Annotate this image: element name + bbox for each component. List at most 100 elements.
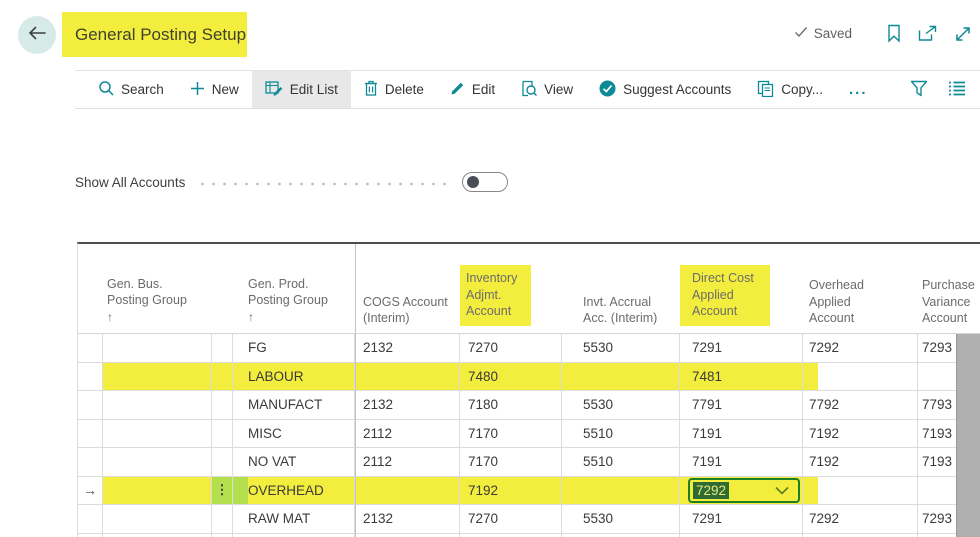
cell-inv-adj[interactable]: 7192 <box>460 477 562 505</box>
cell-inv-adj[interactable]: 7270 <box>460 334 562 362</box>
column-header-purchase-variance-account[interactable]: Purchase Variance Account <box>918 244 980 333</box>
view-button[interactable]: View <box>508 71 586 108</box>
row-options-cell[interactable] <box>212 363 233 391</box>
cell-direct[interactable]: 7481 <box>680 363 803 391</box>
cell-accrual <box>562 534 680 537</box>
cell-overhead[interactable]: 7192 <box>803 420 918 448</box>
back-button[interactable] <box>18 16 56 54</box>
cell-inv-adj[interactable]: 7180 <box>460 391 562 419</box>
open-in-window-icon[interactable] <box>918 25 938 42</box>
cell-accrual[interactable] <box>562 477 680 505</box>
cell-gen-bus[interactable] <box>103 420 212 448</box>
cell-overhead[interactable] <box>803 363 918 391</box>
cell-gen-prod[interactable]: RAW MAT <box>233 505 355 533</box>
cell-gen-prod[interactable]: NO VAT <box>233 448 355 476</box>
selected-row-arrow: → <box>78 477 103 505</box>
chevron-down-icon[interactable] <box>775 486 789 495</box>
cell-cogs[interactable]: 2112 <box>355 420 460 448</box>
row-options-cell[interactable] <box>212 505 233 533</box>
expand-resize-icon[interactable] <box>954 25 972 43</box>
cell-gen-prod[interactable]: MISC <box>233 420 355 448</box>
cell-accrual[interactable]: 5510 <box>562 420 680 448</box>
cell-gen-bus[interactable] <box>103 505 212 533</box>
cell-gen-bus[interactable] <box>103 334 212 362</box>
column-header-invt-accrual-acc-interim[interactable]: Invt. Accrual Acc. (Interim) <box>562 244 680 333</box>
cell-gen-bus[interactable] <box>103 391 212 419</box>
show-all-accounts-toggle[interactable] <box>462 172 508 192</box>
column-header-gen-bus-posting-group[interactable]: Gen. Bus. Posting Group↑ <box>103 244 212 333</box>
sort-ascending-icon: ↑ <box>107 310 187 326</box>
cell-direct[interactable]: 7291 <box>680 334 803 362</box>
delete-button[interactable]: Delete <box>351 71 437 108</box>
more-actions-button[interactable]: ... <box>836 71 881 108</box>
cell-overhead[interactable]: 7192 <box>803 448 918 476</box>
cell-gen-prod[interactable]: OVERHEAD <box>233 477 355 505</box>
action-toolbar: Search New Edit List Delete Edit <box>75 70 980 109</box>
column-header-cogs-account-interim[interactable]: COGS Account (Interim) <box>355 244 460 333</box>
cell-accrual[interactable]: 5530 <box>562 505 680 533</box>
cell-accrual[interactable]: 5510 <box>562 448 680 476</box>
copy-button[interactable]: Copy... <box>744 71 836 108</box>
column-header-direct-cost-applied-account[interactable]: Direct Cost Applied Account <box>680 244 803 333</box>
bookmark-icon[interactable] <box>886 24 902 43</box>
table-header-row: Gen. Bus. Posting Group↑ Gen. Prod. Post… <box>78 244 980 334</box>
cell-gen-bus[interactable] <box>103 477 212 505</box>
row-options-button[interactable]: ⋮ <box>212 477 233 505</box>
header-highlight: Direct Cost Applied Account <box>680 265 770 326</box>
list-options-button[interactable] <box>938 71 976 108</box>
new-button[interactable]: New <box>177 71 252 108</box>
cell-gen-prod[interactable]: LABOUR <box>233 363 355 391</box>
header-utility-column <box>212 244 233 333</box>
cell-inv-adj[interactable]: 7480 <box>460 363 562 391</box>
direct-cost-account-editor[interactable]: 7292 <box>688 478 800 503</box>
cell-cogs[interactable] <box>355 477 460 505</box>
row-options-cell[interactable] <box>212 448 233 476</box>
cell-direct <box>680 534 803 537</box>
search-button[interactable]: Search <box>85 71 177 108</box>
cell-cogs[interactable]: 2112 <box>355 448 460 476</box>
edit-button[interactable]: Edit <box>437 71 508 108</box>
cell-accrual[interactable] <box>562 363 680 391</box>
cell-overhead[interactable] <box>803 477 918 505</box>
column-header-inventory-adjmt-account[interactable]: Inventory Adjmt. Account <box>460 244 562 333</box>
row-options-cell[interactable] <box>212 420 233 448</box>
row-options-cell[interactable] <box>212 391 233 419</box>
suggest-accounts-button[interactable]: Suggest Accounts <box>586 71 744 108</box>
cell-direct[interactable]: 7191 <box>680 420 803 448</box>
cell-gen-bus[interactable] <box>103 363 212 391</box>
cell-gen-prod[interactable]: MANUFACT <box>233 391 355 419</box>
filter-button[interactable] <box>900 71 938 108</box>
column-header-gen-prod-posting-group[interactable]: Gen. Prod. Posting Group↑ <box>233 244 355 333</box>
saved-label: Saved <box>814 26 852 41</box>
table-row-selected: → ⋮ OVERHEAD 7192 7292 <box>78 477 980 506</box>
cell-inv-adj[interactable]: 7170 <box>460 420 562 448</box>
cell-gen-bus[interactable] <box>103 448 212 476</box>
cell-overhead[interactable]: 7792 <box>803 391 918 419</box>
cell-inv-adj[interactable]: 7170 <box>460 448 562 476</box>
table-row-highlighted: LABOUR 7480 7481 <box>78 363 980 392</box>
back-arrow-icon <box>26 22 48 49</box>
cell-cogs[interactable]: 2132 <box>355 505 460 533</box>
cell-cogs[interactable] <box>355 363 460 391</box>
cell-direct[interactable]: 7191 <box>680 448 803 476</box>
selected-text: 7292 <box>693 482 729 499</box>
row-options-cell[interactable] <box>212 334 233 362</box>
trash-icon <box>364 80 378 99</box>
cell-overhead[interactable]: 7292 <box>803 334 918 362</box>
plus-icon <box>190 81 205 99</box>
cell-accrual[interactable]: 5530 <box>562 391 680 419</box>
row-indicator-cell <box>78 534 103 537</box>
cell-overhead[interactable]: 7292 <box>803 505 918 533</box>
cell-direct[interactable]: 7791 <box>680 391 803 419</box>
cell-gen-prod[interactable]: FG <box>233 334 355 362</box>
cell-gen-bus <box>103 534 212 537</box>
cell-cogs[interactable]: 2132 <box>355 334 460 362</box>
toggle-knob <box>467 176 479 188</box>
cell-cogs[interactable]: 2132 <box>355 391 460 419</box>
edit-list-button[interactable]: Edit List <box>252 71 351 108</box>
cell-direct[interactable]: 7291 <box>680 505 803 533</box>
cell-accrual[interactable]: 5530 <box>562 334 680 362</box>
vertical-scrollbar[interactable] <box>956 334 980 537</box>
column-header-overhead-applied-account[interactable]: Overhead Applied Account <box>803 244 918 333</box>
cell-inv-adj[interactable]: 7270 <box>460 505 562 533</box>
